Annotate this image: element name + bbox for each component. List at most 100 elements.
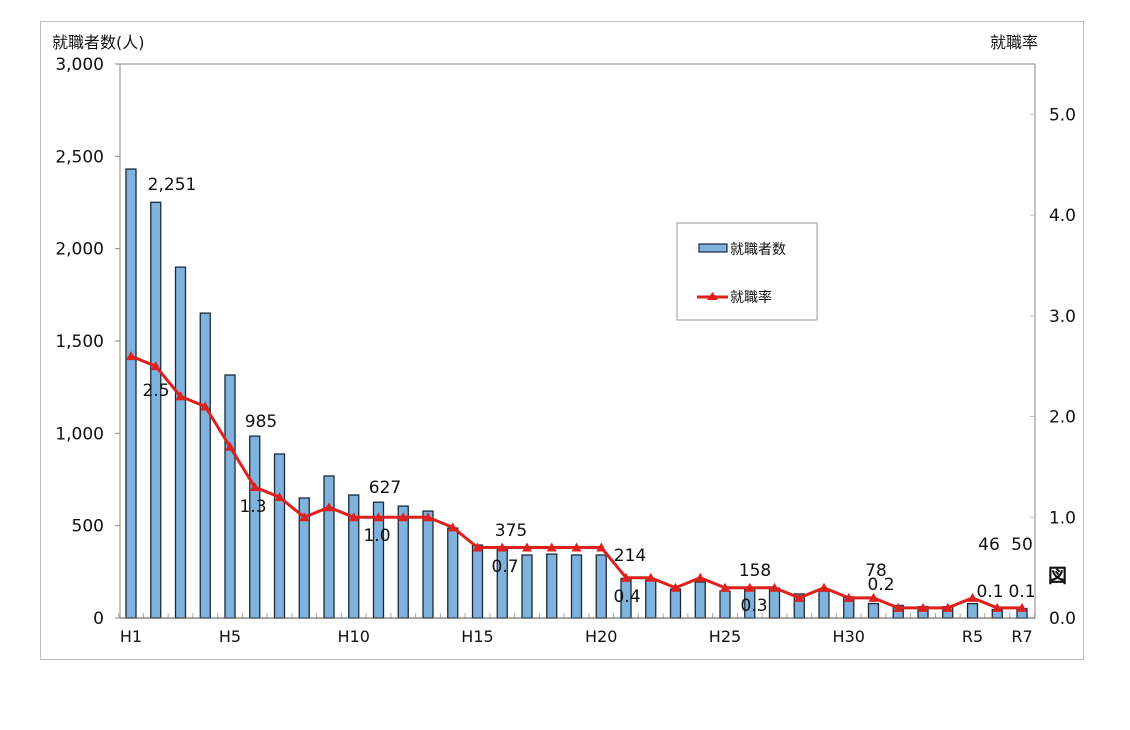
triangle-marker-icon <box>621 572 631 582</box>
category-label: H30 <box>833 627 865 646</box>
left-tick-label: 3,000 <box>55 55 104 75</box>
left-tick-label: 1,000 <box>55 424 104 444</box>
bar <box>125 168 137 619</box>
right-tick-label: 5.0 <box>1049 105 1076 125</box>
right-tick-label: 1.0 <box>1049 508 1076 528</box>
triangle-marker-icon <box>472 542 483 552</box>
triangle-marker-icon <box>571 542 582 552</box>
bar-data-label: 2,251 <box>148 175 197 195</box>
triangle-marker-icon <box>324 502 334 512</box>
category-label: R5 <box>962 627 983 646</box>
right-tick-label: 4.0 <box>1049 206 1076 226</box>
bar <box>249 435 261 619</box>
triangle-marker-icon <box>596 542 607 552</box>
bar <box>471 544 484 619</box>
bar <box>323 475 335 619</box>
triangle-marker-icon <box>348 512 359 522</box>
bar <box>768 587 781 619</box>
triangle-marker-icon <box>695 572 706 582</box>
legend: 就職者数 就職率 <box>676 222 818 321</box>
bar <box>397 505 409 619</box>
triangle-marker-icon <box>175 391 186 401</box>
triangle-marker-icon <box>225 441 235 451</box>
bar <box>150 201 162 619</box>
line-data-label: 1.0 <box>363 526 390 546</box>
bar <box>199 312 211 619</box>
bar <box>694 581 706 619</box>
legend-box <box>676 222 818 321</box>
triangle-marker-icon <box>373 512 384 522</box>
legend-label-line: 就職率 <box>730 289 772 306</box>
triangle-marker-icon <box>522 542 532 552</box>
bar <box>447 527 459 619</box>
line-data-label: 0.2 <box>867 575 894 595</box>
line-data-label: 0.1 <box>976 582 1003 602</box>
bar <box>422 510 434 619</box>
right-axis-title: 就職率 <box>990 33 1038 52</box>
legend-bar-swatch <box>698 243 728 253</box>
bar <box>546 553 558 619</box>
triangle-marker-icon <box>249 482 260 492</box>
legend-label-bar: 就職者数 <box>730 242 786 258</box>
bar-data-label: 46 <box>978 535 1000 555</box>
line-data-label: 0.7 <box>491 557 518 577</box>
triangle-marker-icon <box>1017 602 1027 612</box>
left-tick-label: 2,500 <box>55 147 104 167</box>
bar-data-label: 158 <box>739 561 771 581</box>
bar <box>867 602 880 619</box>
bar <box>669 588 682 619</box>
triangle-marker-icon <box>967 592 978 602</box>
bar-data-label: 375 <box>495 521 527 541</box>
triangle-marker-icon <box>720 582 730 592</box>
triangle-marker-icon <box>868 592 879 602</box>
triangle-marker-icon <box>398 512 409 522</box>
triangle-marker-icon <box>893 602 904 612</box>
triangle-marker-icon <box>918 602 928 612</box>
category-label: H5 <box>219 627 241 646</box>
figure-annotation: 図 <box>1048 565 1067 587</box>
line-data-label: 1.3 <box>239 497 266 517</box>
left-tick-label: 1,500 <box>55 332 104 352</box>
right-tick-label: 2.0 <box>1049 408 1076 428</box>
right-tick-label: 0.0 <box>1049 609 1076 629</box>
left-tick-label: 500 <box>72 517 104 537</box>
line-data-label: 0.3 <box>740 596 767 616</box>
triangle-marker-icon <box>769 582 780 592</box>
plot-area: 0 500 1,000 1,500 2,000 2,500 3,000 0.0 1.0 2.0 3.… <box>55 55 1076 646</box>
category-label: H25 <box>709 627 741 646</box>
line-data-label: 2.5 <box>142 381 169 401</box>
category-label: R7 <box>1011 627 1032 646</box>
triangle-marker-icon <box>794 592 805 602</box>
triangle-marker-icon <box>126 351 136 361</box>
category-label: H20 <box>585 627 617 646</box>
line-data-label: 0.4 <box>613 587 640 607</box>
triangle-marker-icon <box>423 512 433 522</box>
bar <box>521 554 533 619</box>
line-data-label: 0.1 <box>1008 582 1035 602</box>
left-tick-label: 0 <box>93 609 104 629</box>
category-label: H1 <box>120 627 142 646</box>
triangle-marker-icon <box>645 572 656 582</box>
bar <box>273 453 286 619</box>
bar <box>224 374 236 619</box>
triangle-marker-icon <box>150 361 161 371</box>
bar <box>818 590 830 619</box>
bar-data-label: 78 <box>865 561 887 581</box>
triangle-marker-icon <box>707 292 718 300</box>
triangle-marker-icon <box>546 542 557 552</box>
bar <box>174 266 187 619</box>
bar <box>645 579 657 619</box>
left-tick-label: 2,000 <box>55 240 104 260</box>
triangle-marker-icon <box>200 401 211 411</box>
category-label: H15 <box>461 627 493 646</box>
bar-data-label: 627 <box>369 478 401 498</box>
triangle-marker-icon <box>670 582 681 592</box>
right-tick-label: 3.0 <box>1049 307 1076 327</box>
category-label: H10 <box>338 627 370 646</box>
triangle-marker-icon <box>274 492 285 502</box>
bar <box>966 602 979 619</box>
triangle-marker-icon <box>819 582 829 592</box>
chart-frame <box>40 21 1084 660</box>
triangle-marker-icon <box>843 592 854 602</box>
